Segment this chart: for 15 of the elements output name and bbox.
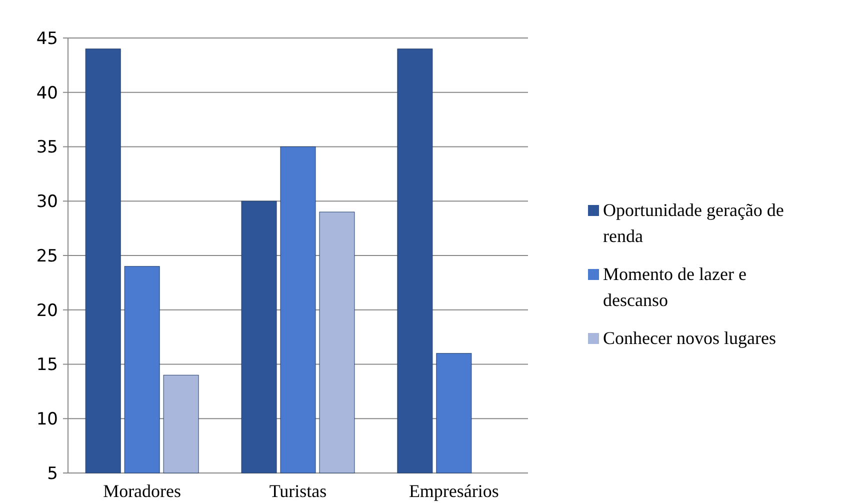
y-tick-label: 40 bbox=[36, 83, 58, 104]
legend-label: Momento de lazer e descanso bbox=[603, 264, 746, 310]
x-tick-label: Empresários bbox=[408, 481, 499, 501]
y-tick-label: 30 bbox=[36, 192, 58, 212]
legend-label: Conhecer novos lugares bbox=[603, 328, 776, 348]
x-tick-label: Moradores bbox=[103, 481, 182, 501]
legend-label: Oportunidade geração de renda bbox=[603, 200, 784, 246]
y-tick-label: 25 bbox=[36, 246, 58, 266]
y-tick-label: 20 bbox=[36, 300, 58, 321]
y-tick-label: 15 bbox=[36, 355, 58, 376]
y-tick-label: 35 bbox=[36, 138, 58, 158]
y-tick-label: 45 bbox=[36, 28, 58, 49]
y-tick-label: 10 bbox=[36, 410, 58, 430]
y-tick-label: 5 bbox=[47, 464, 58, 484]
x-tick-label: Turistas bbox=[269, 481, 327, 501]
